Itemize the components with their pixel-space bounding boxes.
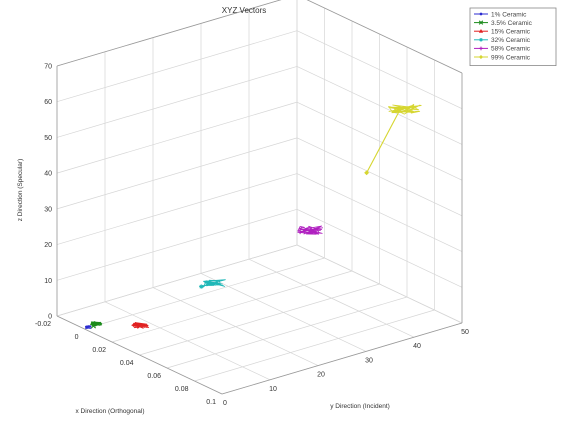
legend-swatch-marker	[479, 38, 483, 42]
top-edge-line	[306, 0, 463, 74]
tick-labels: 010203040506070-0.0200.020.040.060.080.1…	[35, 64, 469, 408]
series-cluster-trace	[388, 103, 422, 115]
z-tick-label: 0	[48, 314, 52, 321]
floor-grid-line	[194, 309, 435, 382]
series-start-marker	[199, 284, 204, 289]
y-tick-label: 30	[365, 357, 373, 364]
legend-entry: 99% Ceramic	[474, 54, 531, 61]
legend-label: 3.5% Ceramic	[491, 20, 533, 27]
floor-grid-line	[111, 270, 353, 343]
chart-title: XYZ Vectors	[222, 6, 266, 15]
y-tick-label: 40	[413, 343, 421, 350]
z-tick-label: 20	[44, 242, 52, 249]
right-wall-grid-line	[296, 137, 463, 217]
z-axis-label: z Direction (Specular)	[17, 159, 24, 222]
y-axis-label: y Direction (Incident)	[330, 403, 390, 410]
floor-grid-line	[200, 273, 367, 352]
series-cluster-marker	[92, 321, 97, 327]
y-tick-label: 10	[269, 386, 277, 393]
right-wall-grid-line	[296, 173, 463, 252]
legend-label: 1% Ceramic	[491, 11, 527, 18]
left-wall-grid-line	[56, 66, 298, 138]
left-wall-grid-line	[56, 173, 298, 245]
series-2	[90, 321, 103, 329]
z-tick-label: 30	[44, 206, 52, 213]
top-edge-line	[56, 0, 282, 67]
right-wall-grid-line	[296, 66, 463, 145]
series-cluster-trace	[90, 321, 103, 327]
legend-entry: 32% Ceramic	[474, 37, 531, 44]
series-vector-line	[366, 109, 401, 174]
series-5	[297, 225, 323, 235]
legend-entry: 15% Ceramic	[474, 29, 531, 36]
x-tick-label: 0.06	[147, 373, 161, 380]
legend-swatch-marker	[478, 20, 484, 25]
series-cluster-trace	[297, 225, 323, 235]
series-cluster-marker	[135, 323, 140, 327]
series-cluster-marker	[209, 281, 213, 286]
grid-layer	[56, 0, 463, 395]
legend-entry: 1% Ceramic	[474, 11, 527, 18]
floor-grid-line	[139, 283, 380, 356]
floor-grid-line	[248, 258, 415, 338]
x-tick-label: -0.02	[35, 321, 51, 328]
series-cluster-trace	[202, 279, 226, 288]
z-tick-label: 10	[44, 278, 52, 285]
floor-grid-line	[104, 301, 271, 381]
x-tick-label: 0	[75, 334, 79, 341]
x-axis-line	[56, 315, 223, 395]
series-3	[131, 321, 150, 329]
legend-swatch-marker	[478, 28, 484, 33]
left-wall-grid-line	[56, 137, 298, 210]
z-tick-label: 50	[44, 135, 52, 142]
legend-swatch-marker	[478, 54, 484, 60]
x-tick-label: 0.02	[92, 347, 106, 354]
series-start-marker	[364, 170, 370, 176]
left-wall-grid-line	[56, 30, 298, 103]
legend-swatch-marker	[479, 12, 483, 16]
floor-grid-line	[166, 296, 408, 369]
floor-grid-line	[84, 257, 325, 330]
series-6	[364, 103, 422, 176]
y-tick-label: 0	[223, 400, 227, 407]
left-wall-grid-line	[56, 208, 298, 281]
x-tick-label: 0.1	[206, 399, 216, 406]
y-axis-line	[221, 322, 463, 395]
legend-entry: 58% Ceramic	[474, 46, 531, 53]
left-wall-grid-line	[56, 101, 298, 174]
y-tick-label: 50	[461, 329, 469, 336]
series-cluster-marker	[303, 228, 307, 233]
z-tick-label: 60	[44, 99, 52, 106]
right-wall-grid-line	[296, 208, 463, 288]
z-tick-label: 70	[44, 64, 52, 71]
series-cluster-marker	[85, 325, 89, 329]
legend-swatch-marker	[479, 46, 483, 51]
left-wall-grid-line	[56, 244, 298, 317]
right-wall-grid-line	[296, 30, 463, 110]
right-wall-grid-line	[296, 244, 463, 324]
x-axis-label: x Direction (Orthogonal)	[76, 408, 145, 415]
legend-entry: 3.5% Ceramic	[474, 20, 533, 27]
x-tick-label: 0.04	[120, 360, 134, 367]
legend-label: 58% Ceramic	[491, 46, 531, 53]
right-wall-grid-line	[296, 101, 463, 181]
legend-label: 99% Ceramic	[491, 54, 531, 61]
series-4	[199, 279, 226, 289]
legend-label: 15% Ceramic	[491, 29, 531, 36]
series-1	[84, 325, 92, 330]
legend-box	[469, 7, 557, 66]
legend-label: 32% Ceramic	[491, 37, 531, 44]
x-tick-label: 0.08	[175, 386, 189, 393]
series-start-marker	[132, 321, 138, 327]
series-cluster-marker	[398, 107, 403, 112]
z-tick-label: 40	[44, 171, 52, 178]
data-layer	[84, 103, 422, 330]
series-start-marker	[297, 229, 303, 235]
y-tick-label: 20	[317, 372, 325, 379]
floor-grid-line	[152, 287, 319, 366]
